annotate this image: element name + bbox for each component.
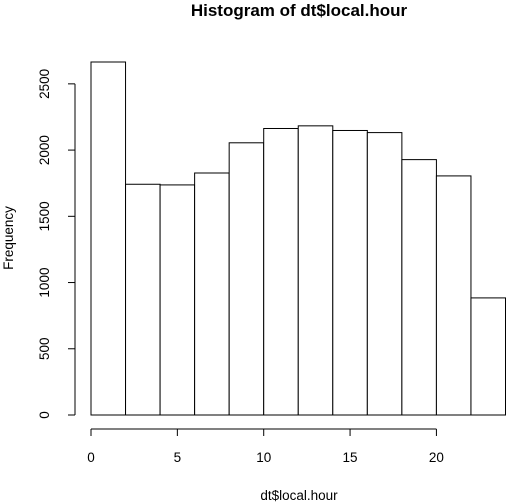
- x-tick-label: 0: [87, 450, 95, 465]
- x-axis: 0 5 10 15 20: [87, 428, 444, 465]
- histogram-bar: [90, 61, 127, 416]
- y-tick-label: 0: [37, 411, 52, 419]
- histogram-bar: [332, 129, 368, 416]
- histogram-bar: [228, 142, 265, 416]
- histogram-bar: [470, 297, 507, 416]
- y-axis: 0 500 1000 1500 2000 2500: [37, 69, 76, 419]
- histogram-bars: [90, 61, 507, 416]
- histogram-bar: [366, 132, 403, 416]
- y-tick-label: 2500: [37, 69, 52, 99]
- y-tick-label: 500: [37, 338, 52, 361]
- histogram-bar: [401, 159, 437, 416]
- y-tick-label: 1000: [37, 268, 52, 298]
- histogram-bar: [194, 172, 230, 416]
- histogram-bar: [297, 125, 334, 416]
- chart-title: Histogram of dt$local.hour: [191, 1, 408, 20]
- x-tick-label: 5: [174, 450, 182, 465]
- y-tick-label: 1500: [37, 201, 52, 231]
- x-tick-label: 10: [256, 450, 271, 465]
- histogram-bar: [125, 183, 161, 416]
- y-axis-title: Frequency: [1, 206, 16, 270]
- histogram-bar: [263, 127, 299, 416]
- x-axis-title: dt$local.hour: [260, 488, 338, 503]
- histogram-bar: [435, 175, 472, 416]
- y-tick-label: 2000: [37, 135, 52, 165]
- x-tick-label: 15: [343, 450, 358, 465]
- x-tick-label: 20: [429, 450, 444, 465]
- histogram-bar: [159, 184, 196, 416]
